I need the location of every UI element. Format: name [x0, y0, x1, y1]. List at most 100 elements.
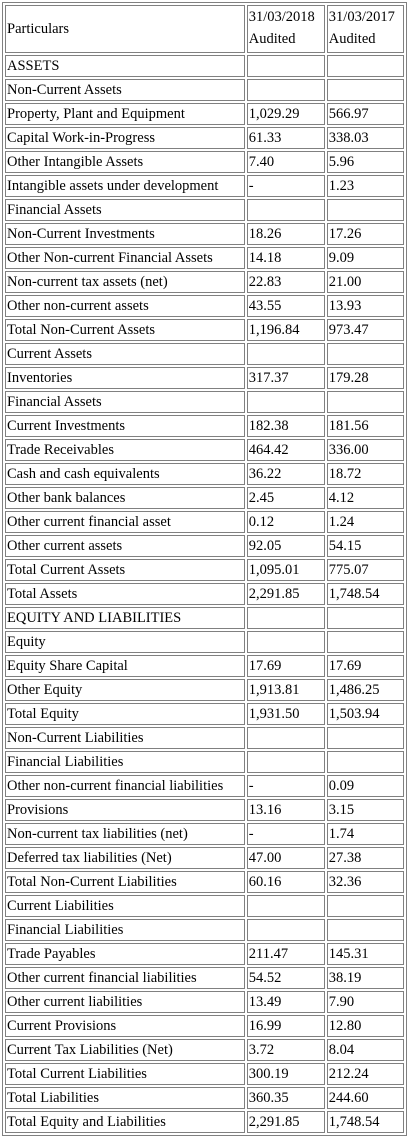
- table-row: Equity Share Capital 17.69 17.69: [5, 655, 404, 677]
- table-row: Other current financial asset 0.12 1.24: [5, 511, 404, 533]
- table-row: Total Assets 2,291.85 1,748.54: [5, 583, 404, 605]
- value-2017: 775.07: [326, 559, 404, 581]
- row-label: Intangible assets under development: [5, 175, 245, 197]
- value-2017: 1,486.25: [326, 679, 404, 701]
- row-label: Total Non-Current Assets: [5, 319, 245, 341]
- value-2018: 60.16: [246, 871, 325, 893]
- table-row: Financial Assets: [5, 199, 404, 221]
- row-label: Equity Share Capital: [5, 655, 245, 677]
- table-row: Other Non-current Financial Assets 14.18 9…: [5, 247, 404, 269]
- value-2017: 212.24: [326, 1063, 404, 1085]
- value-2018: -: [246, 175, 325, 197]
- col-2017-date: 31/03/2017: [328, 9, 395, 25]
- value-2017: 3.15: [326, 799, 404, 821]
- table-row: ASSETS: [5, 55, 404, 77]
- value-2017: 1,748.54: [326, 1111, 404, 1133]
- value-2018: 360.35: [246, 1087, 325, 1109]
- value-2018: 3.72: [246, 1039, 325, 1061]
- table-row: Other current assets 92.05 54.15: [5, 535, 404, 557]
- table-row: Total Equity and Liabilities 2,291.85 1,74…: [5, 1111, 404, 1133]
- value-2017: 0.09: [326, 775, 404, 797]
- table-row: Total Equity 1,931.50 1,503.94: [5, 703, 404, 725]
- row-label: Non-Current Liabilities: [5, 727, 245, 749]
- table-row: Trade Payables 211.47 145.31: [5, 943, 404, 965]
- row-label: Financial Assets: [5, 199, 245, 221]
- value-2017: 21.00: [326, 271, 404, 293]
- value-2017: 1,748.54: [326, 583, 404, 605]
- col-2017-header: 31/03/2017 Audited: [326, 5, 404, 53]
- table-row: Non-current tax assets (net) 22.83 21.00: [5, 271, 404, 293]
- particulars-header: Particulars: [5, 5, 245, 53]
- value-2017: 4.12: [326, 487, 404, 509]
- value-2018: 1,931.50: [246, 703, 325, 725]
- row-label: Total Non-Current Liabilities: [5, 871, 245, 893]
- value-2017: 54.15: [326, 535, 404, 557]
- row-label: Other Non-current Financial Assets: [5, 247, 245, 269]
- table-row: Current Investments 182.38 181.56: [5, 415, 404, 437]
- value-2017: [326, 631, 404, 653]
- value-2017: [326, 919, 404, 941]
- row-label: Financial Assets: [5, 391, 245, 413]
- value-2018: 47.00: [246, 847, 325, 869]
- value-2018: 182.38: [246, 415, 325, 437]
- table-row: Financial Assets: [5, 391, 404, 413]
- value-2017: [326, 199, 404, 221]
- value-2017: 18.72: [326, 463, 404, 485]
- value-2018: 1,913.81: [246, 679, 325, 701]
- value-2018: 2.45: [246, 487, 325, 509]
- value-2018: 13.16: [246, 799, 325, 821]
- row-label: Total Current Assets: [5, 559, 245, 581]
- row-label: Other non-current assets: [5, 295, 245, 317]
- value-2017: 179.28: [326, 367, 404, 389]
- value-2018: -: [246, 823, 325, 845]
- row-label: Non-Current Investments: [5, 223, 245, 245]
- table-row: Current Assets: [5, 343, 404, 365]
- value-2018: [246, 631, 325, 653]
- row-label: Current Investments: [5, 415, 245, 437]
- value-2017: 973.47: [326, 319, 404, 341]
- col-2018-header: 31/03/2018 Audited: [246, 5, 325, 53]
- table-row: Financial Liabilities: [5, 919, 404, 941]
- table-row: Total Current Assets 1,095.01 775.07: [5, 559, 404, 581]
- value-2018: 14.18: [246, 247, 325, 269]
- row-label: Property, Plant and Equipment: [5, 103, 245, 125]
- row-label: Other bank balances: [5, 487, 245, 509]
- table-row: Non-Current Liabilities: [5, 727, 404, 749]
- value-2017: 1,503.94: [326, 703, 404, 725]
- value-2018: 92.05: [246, 535, 325, 557]
- value-2017: 336.00: [326, 439, 404, 461]
- row-label: EQUITY AND LIABILITIES: [5, 607, 245, 629]
- value-2017: 27.38: [326, 847, 404, 869]
- table-row: Total Non-Current Liabilities 60.16 32.36: [5, 871, 404, 893]
- table-row: Non-current tax liabilities (net) -1.74: [5, 823, 404, 845]
- col-2018-date: 31/03/2018: [248, 9, 315, 25]
- row-label: Inventories: [5, 367, 245, 389]
- value-2018: [246, 55, 325, 77]
- balance-sheet-body: Particulars 31/03/2018 Audited 31/03/201…: [5, 5, 404, 1133]
- row-label: Total Equity and Liabilities: [5, 1111, 245, 1133]
- value-2018: [246, 343, 325, 365]
- row-label: Cash and cash equivalents: [5, 463, 245, 485]
- table-row: Current Tax Liabilities (Net) 3.72 8.04: [5, 1039, 404, 1061]
- row-label: Capital Work-in-Progress: [5, 127, 245, 149]
- table-row: Intangible assets under development -1.23: [5, 175, 404, 197]
- table-row: Current Provisions 16.99 12.80: [5, 1015, 404, 1037]
- value-2018: [246, 919, 325, 941]
- value-2018: [246, 199, 325, 221]
- row-label: Trade Receivables: [5, 439, 245, 461]
- value-2018: 1,196.84: [246, 319, 325, 341]
- row-label: Non-Current Assets: [5, 79, 245, 101]
- table-row: Property, Plant and Equipment 1,029.29 566…: [5, 103, 404, 125]
- table-row: Total Non-Current Assets 1,196.84 973.47: [5, 319, 404, 341]
- table-row: Capital Work-in-Progress 61.33 338.03: [5, 127, 404, 149]
- table-row: Current Liabilities: [5, 895, 404, 917]
- table-row: Other current liabilities 13.49 7.90: [5, 991, 404, 1013]
- value-2017: 1.74: [326, 823, 404, 845]
- row-label: Non-current tax assets (net): [5, 271, 245, 293]
- table-row: Other non-current financial liabilities -…: [5, 775, 404, 797]
- value-2018: 22.83: [246, 271, 325, 293]
- col-2018-status: Audited: [248, 31, 296, 47]
- row-label: Current Tax Liabilities (Net): [5, 1039, 245, 1061]
- table-row: EQUITY AND LIABILITIES: [5, 607, 404, 629]
- value-2017: [326, 607, 404, 629]
